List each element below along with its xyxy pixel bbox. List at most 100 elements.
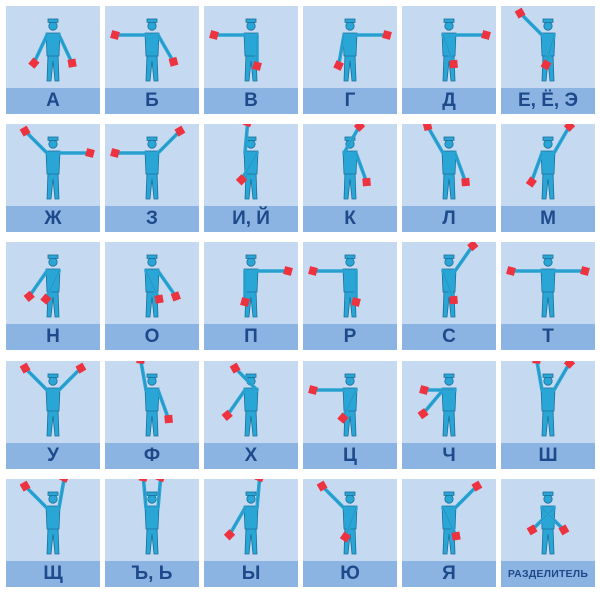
left-arm-with-flag — [57, 479, 70, 510]
flag-icon — [337, 412, 349, 424]
semaphore-card: Я — [402, 479, 496, 587]
flag-icon — [419, 385, 429, 395]
letter-label: Ж — [6, 206, 100, 232]
semaphore-card: Р — [303, 242, 397, 350]
flag-icon — [333, 60, 344, 71]
semaphore-figure-icon — [28, 18, 77, 82]
semaphore-figure-icon — [23, 254, 61, 318]
right-arm-with-flag — [223, 506, 247, 541]
letter-label: А — [6, 88, 100, 114]
letter-label: У — [6, 443, 100, 469]
letter-label: Ф — [105, 443, 199, 469]
left-arm-with-flag — [552, 266, 590, 276]
letter-label: Ш — [501, 443, 595, 469]
right-arm-with-flag — [441, 269, 458, 305]
flag-icon — [75, 362, 87, 374]
figure-body — [45, 491, 61, 555]
figure-body — [441, 136, 457, 200]
right-arm-with-flag — [532, 361, 544, 392]
semaphore-figure-icon — [221, 362, 259, 437]
right-arm-with-flag — [221, 388, 247, 422]
left-arm-with-flag — [229, 362, 259, 392]
left-arm-with-flag — [255, 266, 293, 276]
semaphore-figure-icon — [441, 480, 483, 555]
right-arm-with-flag — [144, 269, 164, 304]
right-arm-with-flag — [333, 33, 346, 71]
left-arm-with-flag — [156, 388, 173, 424]
flag-icon — [540, 59, 552, 71]
left-arm-with-flag — [354, 151, 371, 187]
right-arm-with-flag — [209, 30, 247, 40]
semaphore-figure-icon — [240, 254, 293, 318]
letter-label: Б — [105, 88, 199, 114]
left-arm-with-flag — [156, 269, 181, 302]
letter-label: Ы — [204, 561, 298, 587]
flag-icon — [136, 361, 145, 364]
semaphore-figure-icon — [422, 124, 470, 200]
left-arm-with-flag — [351, 269, 361, 307]
flag-icon — [580, 266, 590, 276]
letter-label: Н — [6, 324, 100, 350]
left-arm-with-flag — [526, 506, 556, 536]
left-arm-with-flag — [57, 148, 95, 158]
semaphore-card: П — [204, 242, 298, 350]
semaphore-figure-icon — [441, 18, 491, 82]
letter-label: Т — [501, 324, 595, 350]
figure-body — [243, 491, 259, 555]
letter-label: И, Й — [204, 206, 298, 232]
flag-icon — [154, 294, 164, 304]
right-arm-with-flag — [441, 506, 461, 541]
left-arm-with-flag — [337, 388, 358, 424]
semaphore-figure-icon — [138, 479, 166, 555]
flag-icon — [339, 531, 351, 543]
figure-body — [342, 136, 358, 200]
letter-label: Я — [402, 561, 496, 587]
left-arm-with-flag — [155, 479, 166, 510]
flag-icon — [422, 124, 433, 132]
semaphore-card: Е, Ё, Э — [501, 6, 595, 114]
flag-icon — [242, 124, 253, 128]
right-arm-with-flag — [28, 33, 49, 69]
left-arm-with-flag — [252, 33, 262, 71]
left-arm-with-flag — [552, 361, 576, 392]
flag-icon — [382, 30, 392, 40]
flag-icon — [506, 266, 516, 276]
flag-icon — [19, 480, 31, 492]
semaphore-figure-icon — [110, 18, 179, 82]
figure-body — [342, 254, 358, 318]
right-arm-with-flag — [441, 33, 458, 69]
figure-body — [540, 18, 556, 82]
right-arm-with-flag — [242, 124, 253, 155]
semaphore-figure-icon — [526, 491, 570, 555]
left-arm-with-flag — [453, 242, 479, 273]
figure-body — [540, 373, 556, 437]
left-arm-with-flag — [453, 480, 483, 510]
flag-icon — [155, 479, 166, 483]
flag-icon — [461, 177, 470, 187]
flag-icon — [451, 531, 461, 541]
flag-icon — [351, 297, 361, 307]
flag-icon — [514, 7, 526, 19]
flag-icon — [229, 362, 241, 374]
flag-icon — [481, 30, 491, 40]
semaphore-figure-icon — [223, 479, 265, 555]
right-arm-with-flag — [19, 480, 49, 510]
semaphore-card: А — [6, 6, 100, 114]
flag-icon — [283, 266, 293, 276]
semaphore-figure-icon — [308, 254, 361, 318]
semaphore-card: Т — [501, 242, 595, 350]
semaphore-card: Б — [105, 6, 199, 114]
semaphore-card: З — [105, 124, 199, 232]
right-arm-with-flag — [138, 479, 148, 510]
left-arm-with-flag — [254, 479, 265, 510]
figure-body — [540, 136, 556, 200]
left-arm-with-flag — [354, 30, 392, 40]
letter-label: З — [105, 206, 199, 232]
flag-icon — [19, 362, 31, 374]
semaphore-card: Ъ, Ь — [105, 479, 199, 587]
flag-icon — [362, 177, 371, 187]
semaphore-figure-icon — [316, 480, 358, 555]
semaphore-figure-icon — [514, 7, 556, 82]
semaphore-figure-icon — [144, 254, 181, 318]
